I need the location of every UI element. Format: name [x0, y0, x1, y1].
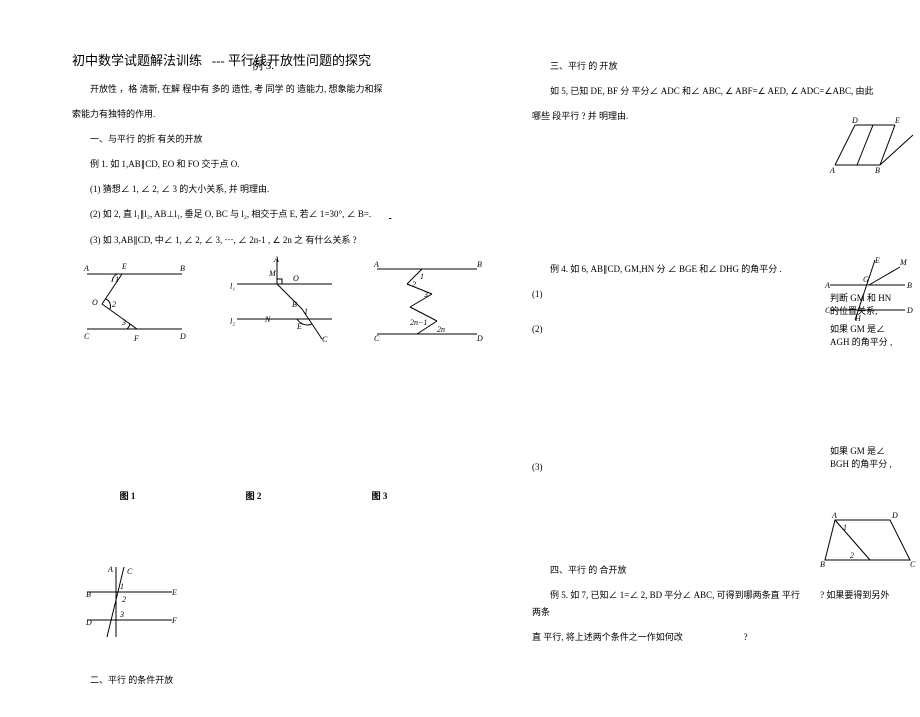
- cap1: 图 1: [72, 489, 183, 502]
- svg-text:N: N: [264, 315, 271, 324]
- svg-text:C: C: [127, 567, 133, 576]
- svg-text:3: 3: [423, 290, 428, 299]
- svg-text:E: E: [296, 322, 302, 331]
- svg-text:B: B: [86, 590, 91, 599]
- caption-row: 图 1 图 2 图 3: [72, 489, 435, 502]
- r1: 判断 GM 和 HN: [830, 292, 920, 305]
- svg-text:D: D: [85, 618, 92, 627]
- svg-text:A: A: [83, 264, 89, 273]
- svg-text:M: M: [899, 258, 908, 267]
- r2b: AGH 的角平分 ,: [830, 336, 920, 349]
- svg-text:2n−1: 2n−1: [410, 318, 427, 327]
- ex5b: 哪些 段平行 ? 并 明理由.: [532, 111, 628, 121]
- svg-text:C: C: [374, 334, 380, 343]
- svg-text:A: A: [829, 166, 835, 175]
- figure-7: A D B C 1 2: [815, 510, 915, 570]
- svg-text:3: 3: [119, 610, 124, 619]
- svg-text:1: 1: [120, 582, 124, 591]
- svg-text:2: 2: [412, 280, 416, 289]
- svg-text:2: 2: [122, 595, 126, 604]
- svg-text:A: A: [831, 511, 837, 520]
- q1: (1) 猜想∠ 1, ∠ 2, ∠ 3 的大小关系, 并 明理由.: [72, 181, 435, 198]
- qm: ?: [744, 632, 748, 642]
- svg-text:A: A: [273, 255, 279, 264]
- r3b: BGH 的角平分 ,: [830, 458, 920, 471]
- svg-text:B: B: [907, 281, 912, 290]
- title: 初中数学试题解法训练: [72, 53, 202, 68]
- svg-text:B: B: [875, 166, 880, 175]
- figure-1: A E B O 1 23 C F D: [72, 259, 202, 344]
- svg-text:G: G: [863, 275, 869, 284]
- svg-text:E: E: [171, 588, 177, 597]
- svg-text:E: E: [874, 256, 880, 265]
- intro2: 索能力有独特的作用.: [72, 106, 435, 123]
- ex5-2: 例 5. 如 7, 已知∠ 1=∠ 2, BD 平分∠ ABC, 可得到哪两条直…: [550, 590, 800, 600]
- cap2: 图 2: [198, 489, 309, 502]
- svg-text:1: 1: [304, 307, 308, 316]
- q2: (2) 如 2, 直 l₁∥l₂, AB⊥l₁, 垂足 O, BC 与 l₂, …: [90, 209, 371, 219]
- svg-text:O: O: [293, 274, 299, 283]
- svg-text:B: B: [292, 300, 297, 309]
- svg-text:C: C: [84, 332, 90, 341]
- svg-text:B: B: [180, 264, 185, 273]
- svg-text:A: A: [373, 260, 379, 269]
- svg-text:E: E: [121, 262, 127, 271]
- s1: 一、与平行 的折 有关的开放: [72, 131, 435, 148]
- figure-5: D E A B: [825, 115, 915, 175]
- svg-text:E: E: [894, 116, 900, 125]
- cap3: 图 3: [324, 489, 435, 502]
- svg-text:1: 1: [843, 523, 847, 532]
- ex5: 如 5, 已知 DE, BF 分 平分∠ ADC 和∠ ABC, ∠ ABF=∠…: [550, 86, 873, 96]
- svg-text:1: 1: [420, 272, 424, 281]
- svg-text:l₁: l₁: [230, 282, 235, 291]
- svg-text:A: A: [824, 281, 830, 290]
- figure-small: A C B 1 2 E D 3 F: [72, 562, 182, 642]
- svg-text:3: 3: [121, 318, 126, 327]
- svg-text:D: D: [851, 116, 858, 125]
- r3: 如果 GM 是∠: [830, 445, 920, 458]
- svg-text:2: 2: [850, 551, 854, 560]
- svg-text:F: F: [133, 334, 139, 343]
- svg-text:A: A: [107, 565, 113, 574]
- ex1: 例 1. 如 1,AB∥CD, EO 和 FO 交于点 O.: [72, 156, 435, 173]
- r2: 如果 GM 是∠: [830, 323, 920, 336]
- blank: [371, 206, 411, 223]
- figure-2: l₁MO AB l₂NE1 C: [217, 259, 347, 344]
- svg-text:l₂: l₂: [230, 317, 235, 326]
- svg-text:C: C: [910, 560, 916, 569]
- svg-text:C: C: [322, 335, 328, 344]
- svg-text:B: B: [820, 560, 825, 569]
- q3: (3) 如 3,AB∥CD, 中∠ 1, ∠ 2, ∠ 3, ⋯, ∠ 2n-1…: [72, 232, 435, 249]
- ex5-2b: 直 平行, 将上述两个条件之一作如何改: [532, 632, 683, 642]
- intro: 开放性 ，格 清新, 在解 程中有 多的 造性, 考 同学 的 造能力, 想象能…: [72, 81, 435, 98]
- s2: 二、平行 的条件开放: [72, 672, 435, 689]
- r1b: 的位置关系;: [830, 305, 920, 318]
- title2: --- 平行线开放性问题的探究: [212, 53, 371, 68]
- svg-text:O: O: [92, 298, 98, 307]
- figure-row: AEB O123 CFD l₁MO AB l₂NE1 C AB CD 123 2…: [72, 259, 435, 344]
- svg-text:M: M: [268, 269, 277, 278]
- svg-text:F: F: [171, 616, 177, 625]
- s3: 三、平行 的 开放: [532, 58, 895, 75]
- svg-text:D: D: [891, 511, 898, 520]
- svg-text:1: 1: [115, 275, 119, 284]
- svg-text:D: D: [179, 332, 186, 341]
- svg-text:2: 2: [112, 300, 116, 309]
- svg-text:2n: 2n: [437, 325, 445, 334]
